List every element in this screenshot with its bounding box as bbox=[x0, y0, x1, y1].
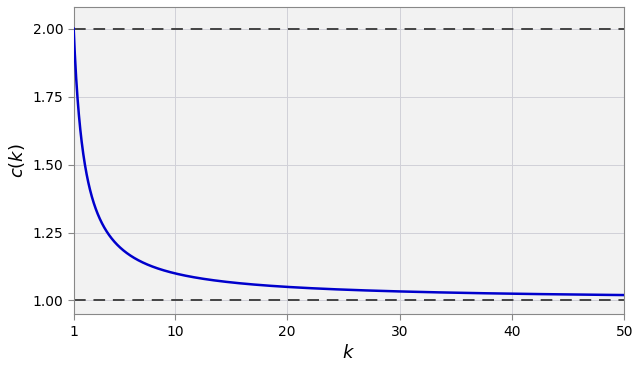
X-axis label: $k$: $k$ bbox=[342, 344, 355, 362]
Y-axis label: $c(k)$: $c(k)$ bbox=[7, 143, 27, 178]
